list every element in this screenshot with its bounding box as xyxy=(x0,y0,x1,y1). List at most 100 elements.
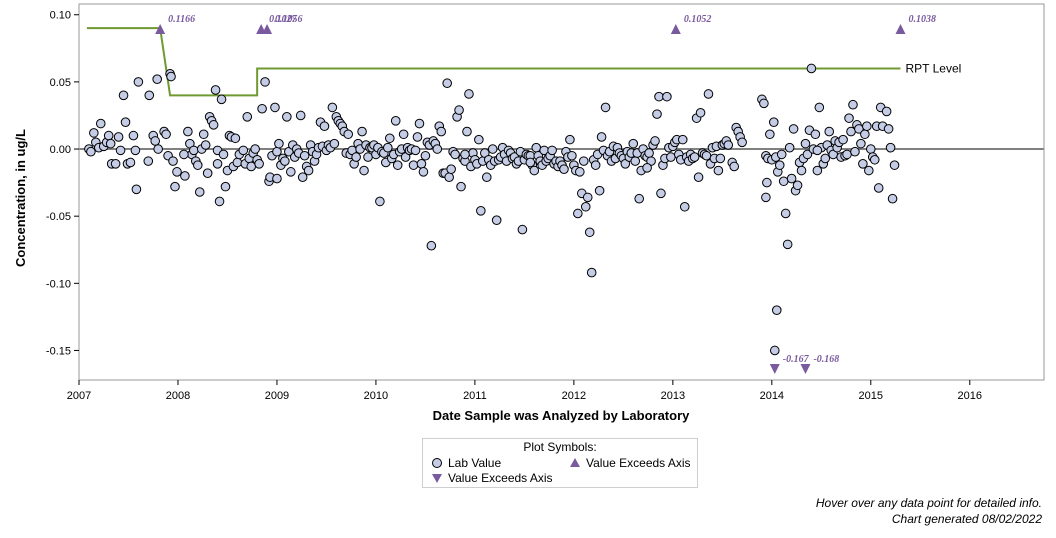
lab-value-point xyxy=(384,133,395,144)
lab-value-point xyxy=(454,105,464,115)
y-tick-label: -0.10 xyxy=(46,278,71,290)
lab-value-point xyxy=(103,130,114,141)
lab-value-point xyxy=(525,157,536,168)
lab-value-point xyxy=(582,192,593,203)
circle-icon xyxy=(432,458,442,468)
lab-value-point xyxy=(776,149,787,160)
lab-value-point xyxy=(824,126,835,137)
lab-value-point xyxy=(652,109,662,119)
lab-value-point xyxy=(375,196,385,207)
legend-label-exceeds-up: Value Exceeds Axis xyxy=(586,456,691,470)
lab-value-point xyxy=(343,129,354,140)
lab-value-point xyxy=(105,138,116,149)
lab-value-point xyxy=(250,144,260,154)
lab-value-point xyxy=(761,192,771,203)
y-tick-label: 0.10 xyxy=(50,10,71,22)
lab-value-point xyxy=(596,132,607,142)
exceeds-high-marker xyxy=(895,24,906,34)
lab-value-point xyxy=(630,156,641,166)
lab-value-point xyxy=(161,129,171,140)
lab-value-point xyxy=(547,145,557,156)
lab-value-point xyxy=(812,165,823,176)
lab-value-point xyxy=(464,89,474,99)
lab-value-point xyxy=(446,164,456,174)
lab-value-point xyxy=(814,102,825,113)
lab-value-point xyxy=(782,239,793,250)
lab-value-point xyxy=(232,157,243,168)
lab-value-point xyxy=(889,160,900,170)
lab-value-point xyxy=(481,172,492,183)
lab-value-point xyxy=(383,142,393,153)
lab-value-point xyxy=(183,126,193,137)
lab-value-point xyxy=(474,134,484,145)
lab-value-point xyxy=(189,145,199,156)
y-tick-label: 0.05 xyxy=(50,77,71,89)
x-tick-label: 2007 xyxy=(67,390,91,402)
lab-value-point xyxy=(573,208,583,219)
lab-value-point xyxy=(881,106,892,117)
lab-value-point xyxy=(695,107,706,118)
exceeds-high-label: 0.1056 xyxy=(275,14,303,25)
x-tick-label: 2011 xyxy=(463,390,487,402)
lab-value-point xyxy=(125,157,136,168)
lab-value-point xyxy=(586,267,597,278)
x-tick-label: 2016 xyxy=(958,390,982,402)
lab-value-point xyxy=(218,149,229,160)
x-tick-label: 2012 xyxy=(562,390,586,402)
lab-value-point xyxy=(131,184,142,195)
lab-value-point xyxy=(628,138,639,149)
lab-value-point xyxy=(179,149,189,160)
lab-value-point xyxy=(642,163,652,173)
lab-value-point xyxy=(796,165,807,176)
lab-value-point xyxy=(769,117,779,127)
lab-value-point xyxy=(210,85,221,95)
lab-value-point xyxy=(89,128,99,138)
lab-value-point xyxy=(713,165,724,176)
lab-value-point xyxy=(412,132,423,142)
lab-value-point xyxy=(769,345,780,356)
lab-value-point xyxy=(666,152,676,162)
legend-label-lab-value: Lab Value xyxy=(448,456,502,470)
lab-value-point xyxy=(559,164,569,174)
triangle-up-icon xyxy=(570,458,580,467)
lab-value-point xyxy=(270,102,280,113)
lab-value-point xyxy=(654,91,664,102)
lab-value-point xyxy=(802,149,813,160)
x-tick-label: 2014 xyxy=(760,390,784,402)
lab-value-point xyxy=(327,102,338,113)
x-tick-label: 2010 xyxy=(364,390,388,402)
lab-value-point xyxy=(856,138,866,149)
lab-value-point xyxy=(418,167,429,177)
lab-value-point xyxy=(444,172,454,183)
lab-value-point xyxy=(693,172,704,183)
lab-value-point xyxy=(242,112,253,122)
lab-value-point xyxy=(168,156,178,166)
lab-value-point xyxy=(392,160,403,170)
legend-title: Plot Symbols: xyxy=(523,440,597,454)
lab-value-point xyxy=(120,117,131,127)
lab-value-point xyxy=(432,144,443,154)
lab-value-point xyxy=(487,144,498,154)
lab-value-point xyxy=(198,129,209,140)
lab-value-point xyxy=(786,173,797,184)
lab-value-point xyxy=(723,140,734,150)
legend-item-exceeds-down: Value Exceeds Axis xyxy=(431,471,553,485)
lab-value-point xyxy=(144,90,155,101)
lab-value-point xyxy=(565,134,575,145)
lab-value-point xyxy=(873,183,884,193)
x-tick-label: 2008 xyxy=(166,390,190,402)
lab-value-point xyxy=(844,113,854,123)
lab-value-point xyxy=(192,160,203,170)
lab-value-point xyxy=(476,206,486,216)
lab-value-point xyxy=(703,89,714,99)
rpt-level-line xyxy=(86,27,901,97)
lab-value-point xyxy=(426,240,437,251)
lab-value-point xyxy=(792,180,803,191)
lab-value-point xyxy=(850,146,860,157)
lab-value-point xyxy=(812,145,823,156)
legend: Plot Symbols: Lab Value Value Exceeds Ax… xyxy=(422,438,698,488)
lab-value-point xyxy=(414,118,425,129)
lab-value-point xyxy=(170,181,180,192)
lab-value-point xyxy=(848,99,858,110)
lab-value-point xyxy=(86,146,96,157)
